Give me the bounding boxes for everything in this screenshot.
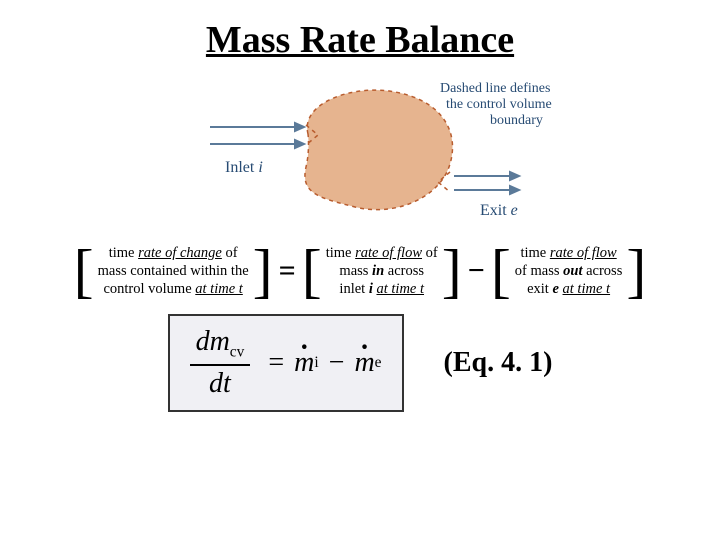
control-volume-blob [305,90,453,210]
word-term-3-content: time rate of flow of mass out across exi… [511,242,627,300]
word-term-2-content: time rate of flow of mass in across inle… [322,242,442,300]
equation-row: dmcv dt = mi − me (Eq. 4. 1) [0,314,720,412]
word-term-2: [ time rate of flow of mass in across in… [302,242,462,300]
note-line-2: the control volume [446,97,552,112]
note-line-3: boundary [490,113,543,128]
exit-label: Exit e [480,202,518,219]
m-dot-i: m [294,347,314,379]
word-term-1: [ time rate of change of mass contained … [74,242,273,300]
bracket-left-icon: [ [491,243,511,299]
exit-arrows [454,172,519,194]
inlet-arrows [210,123,304,148]
page-title: Mass Rate Balance [0,18,720,62]
equation-label: (Eq. 4. 1) [444,347,553,379]
eq-sign: = [258,347,294,379]
bracket-right-icon: ] [626,243,646,299]
equals-operator: = [277,254,298,288]
note-line-1: Dashed line defines [440,81,550,96]
bracket-right-icon: ] [253,243,273,299]
word-equation-row: [ time rate of change of mass contained … [0,242,720,300]
fraction: dmcv dt [190,326,251,400]
minus-operator: − [466,254,487,288]
bracket-right-icon: ] [442,243,462,299]
control-volume-diagram: Inlet i Exit e Dashed line defines the c… [150,72,570,232]
bracket-left-icon: [ [74,243,94,299]
bracket-left-icon: [ [302,243,322,299]
m-dot-e: m [354,347,374,379]
minus-sign: − [319,347,355,379]
word-term-3: [ time rate of flow of mass out across e… [491,242,647,300]
word-term-1-content: time rate of change of mass contained wi… [94,242,253,300]
equation-box: dmcv dt = mi − me [168,314,404,412]
inlet-label: Inlet i [225,159,263,176]
diagram-svg: Inlet i Exit e Dashed line defines the c… [150,72,570,232]
